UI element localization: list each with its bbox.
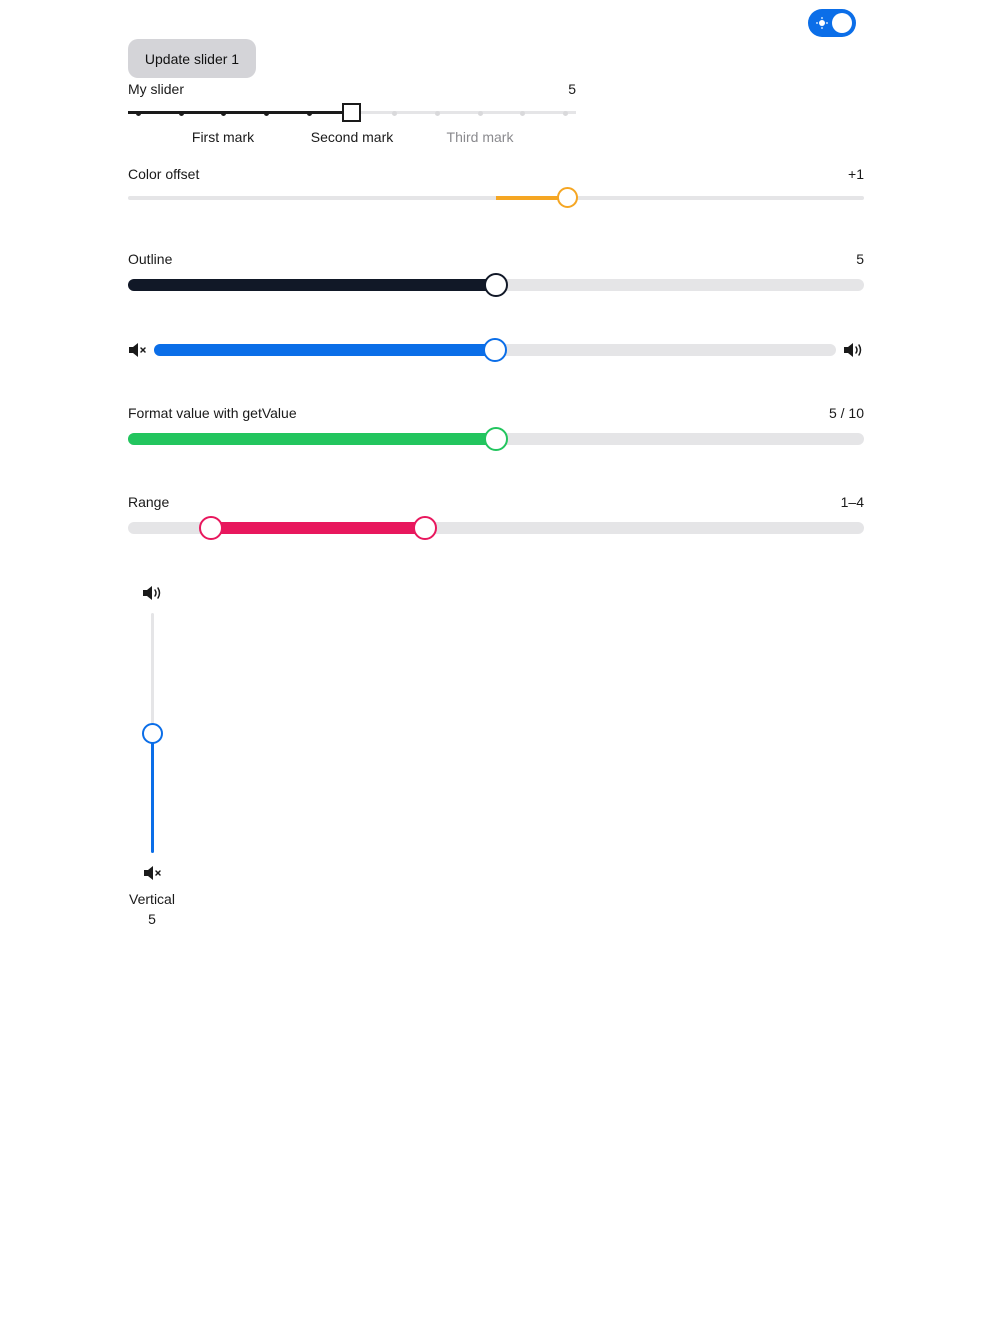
- update-slider-button[interactable]: Update slider 1: [128, 39, 256, 78]
- slider-tick: [435, 111, 440, 116]
- my-slider-thumb[interactable]: [342, 103, 361, 122]
- range-end-thumb[interactable]: [413, 516, 437, 540]
- color-offset-fill: [496, 196, 568, 200]
- vertical-label: Vertical: [129, 891, 175, 907]
- vertical-value: 5: [148, 911, 156, 927]
- format-value-fill: [128, 433, 496, 445]
- my-slider-label: My slider: [128, 81, 185, 97]
- my-slider-value: 5: [568, 81, 576, 97]
- mark-label-third: Third mark: [446, 129, 514, 145]
- slider-tick: [136, 111, 141, 116]
- vertical-fill: [151, 733, 154, 853]
- format-value-label: Format value with getValue: [128, 405, 297, 421]
- volume-mute-icon[interactable]: [128, 342, 148, 358]
- slider-tick: [563, 111, 568, 116]
- range-start-thumb[interactable]: [199, 516, 223, 540]
- slider-tick: [520, 111, 525, 116]
- outline-fill: [128, 279, 496, 291]
- slider-tick: [392, 111, 397, 116]
- sun-icon: [816, 17, 828, 29]
- outline-thumb[interactable]: [484, 273, 508, 297]
- format-value-value: 5 / 10: [828, 405, 864, 421]
- outline-label: Outline: [128, 251, 173, 267]
- slider-tick: [179, 111, 184, 116]
- range-fill: [211, 522, 425, 534]
- volume-mute-icon[interactable]: [143, 865, 163, 881]
- range-value: 1–4: [840, 494, 864, 510]
- volume-fill: [154, 344, 495, 356]
- color-offset-thumb[interactable]: [557, 187, 578, 208]
- mark-label-second: Second mark: [310, 129, 394, 145]
- theme-toggle[interactable]: [808, 9, 856, 37]
- my-slider-fill: [128, 111, 352, 114]
- volume-high-icon[interactable]: [142, 585, 164, 601]
- slider-tick: [221, 111, 226, 116]
- volume-high-icon[interactable]: [843, 342, 865, 358]
- slider-tick: [264, 111, 269, 116]
- volume-thumb[interactable]: [483, 338, 507, 362]
- range-label: Range: [128, 494, 170, 510]
- format-value-thumb[interactable]: [484, 427, 508, 451]
- slider-tick: [307, 111, 312, 116]
- mark-label-first: First mark: [191, 129, 255, 145]
- color-offset-label: Color offset: [128, 166, 200, 182]
- toggle-knob: [832, 13, 852, 33]
- outline-value: 5: [856, 251, 864, 267]
- color-offset-value: +1: [848, 166, 864, 182]
- vertical-thumb[interactable]: [142, 723, 163, 744]
- slider-tick: [478, 111, 483, 116]
